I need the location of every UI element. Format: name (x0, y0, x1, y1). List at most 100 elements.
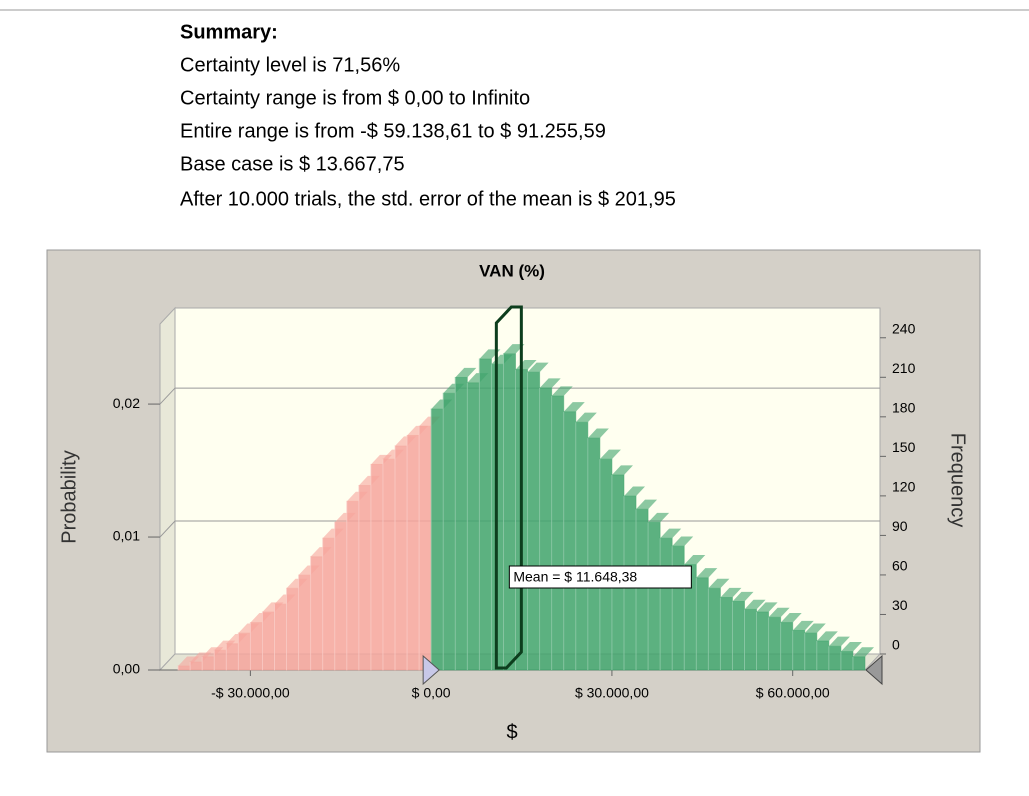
x-tick-label: $ 0,00 (412, 685, 451, 701)
y2-tick-label: 60 (892, 558, 908, 574)
bar (286, 587, 300, 671)
bar (635, 508, 649, 671)
y2-tick-label: 180 (892, 400, 916, 416)
bar-top (804, 623, 826, 634)
x-tick-label: -$ 30.000,00 (211, 685, 290, 701)
bar-top (828, 636, 850, 647)
bar (563, 411, 577, 671)
bar-top (455, 367, 477, 378)
bar (828, 645, 842, 671)
bar-top (732, 591, 754, 602)
y2-tick-label: 30 (892, 597, 908, 613)
bar (647, 521, 661, 671)
bar (213, 649, 227, 671)
bar (840, 651, 854, 671)
bar (478, 358, 492, 671)
certainty-slider (422, 654, 440, 686)
bar (261, 611, 275, 671)
bar (418, 425, 432, 671)
y2-tick-label: 90 (892, 518, 908, 534)
bar (334, 521, 348, 671)
bar-top (599, 449, 621, 460)
bar-top (780, 612, 802, 623)
bar (249, 622, 263, 671)
bar-top (636, 499, 658, 510)
bar (502, 353, 517, 671)
bar (852, 656, 866, 671)
bar (358, 485, 372, 671)
bar (743, 608, 758, 671)
bar-top (720, 587, 742, 598)
bar (599, 458, 613, 671)
bar-top (575, 412, 597, 423)
bar (816, 640, 830, 671)
bar (671, 545, 685, 671)
bar-top (587, 428, 609, 439)
bar (719, 597, 733, 671)
bar (322, 537, 336, 671)
bar-top (503, 344, 525, 354)
bar (237, 632, 251, 671)
bar (430, 408, 444, 671)
bar-top (527, 362, 549, 373)
bar-top (563, 402, 585, 412)
bar (527, 371, 541, 671)
summary-line: Base case is $ 13.667,75 (180, 153, 405, 175)
bar (768, 616, 782, 671)
bar (539, 387, 553, 671)
bar (707, 587, 721, 671)
y-tick-label: 0,01 (113, 528, 140, 544)
bar (201, 656, 215, 671)
summary-line: Certainty range is from $ 0,00 to Infini… (180, 87, 530, 109)
y-tick-label: 0,02 (113, 395, 140, 411)
bar-top (816, 631, 838, 642)
bar (575, 421, 589, 671)
summary-line: After 10.000 trials, the std. error of t… (180, 188, 676, 210)
y-tick-label: 0,00 (113, 661, 140, 677)
bar (587, 437, 601, 671)
bar-top (708, 578, 730, 589)
bar (551, 395, 565, 671)
bar-top (660, 528, 682, 539)
bar-top (792, 620, 814, 631)
bar (756, 611, 770, 671)
bar (346, 500, 360, 671)
bar (804, 632, 818, 671)
bar-top (551, 386, 573, 396)
bar-top (623, 486, 646, 497)
mean-label: Mean = $ 11.648,38 (513, 569, 637, 585)
y2-tick-label: 120 (892, 479, 916, 495)
bar (442, 392, 456, 671)
bar-top (611, 465, 633, 475)
y-axis-label: Probability (58, 450, 80, 543)
bar-top (672, 536, 694, 547)
chart-title: VAN (%) (479, 261, 545, 280)
x-tick-label: $ 30.000,00 (575, 685, 649, 701)
bar (310, 556, 324, 671)
bar (454, 376, 468, 671)
bar (406, 434, 420, 671)
bar-top (768, 607, 790, 618)
end-slider (865, 654, 883, 686)
bar (466, 382, 480, 671)
bar-top (539, 378, 561, 389)
y2-tick-label: 240 (892, 320, 916, 336)
mean-line (494, 305, 523, 670)
y2-tick-label: 0 (892, 637, 900, 653)
bar-top (696, 568, 718, 578)
bar (780, 622, 794, 671)
bar (731, 600, 745, 671)
summary-heading: Summary: (180, 21, 278, 43)
y2-axis-label: Frequency (947, 433, 969, 528)
mean-label-box (508, 565, 692, 589)
bar (792, 629, 806, 671)
y2-tick-label: 210 (892, 360, 916, 376)
bar (382, 458, 396, 671)
bar-top (840, 641, 862, 652)
bar-top (744, 599, 766, 610)
bar-top (648, 512, 670, 523)
x-tick-label: $ 60.000,00 (756, 685, 830, 701)
bar (298, 574, 312, 671)
bar-top (684, 554, 706, 565)
